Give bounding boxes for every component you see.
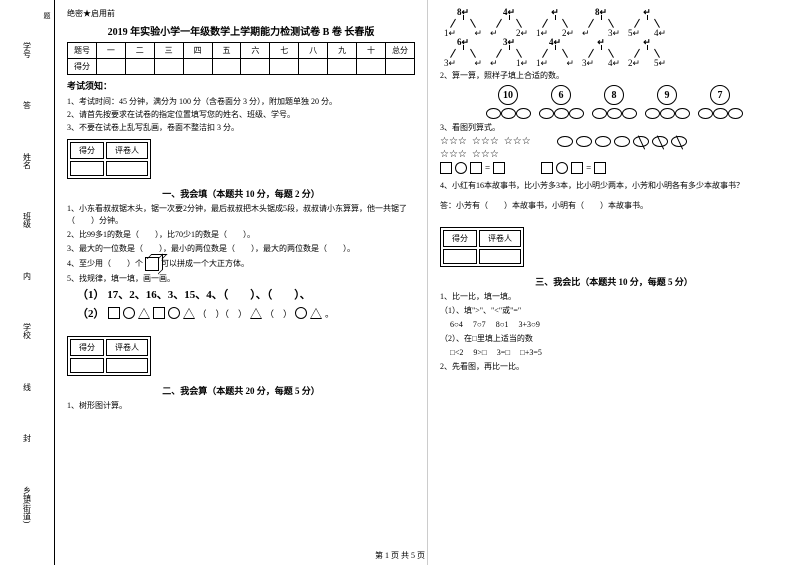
question: 2、算一算，照样子填上合适的数。 [440,70,788,82]
tree-diagram: 6↵3↵↵ [442,38,484,68]
question: 1、比一比，填一填。 [440,291,788,303]
tree-diagram: 3↵↵1↵ [488,38,530,68]
rule-item: 2、请首先按要求在试卷的指定位置填写您的姓名、班级、学号。 [67,109,415,120]
section-1-title: 一、我会填（本题共 10 分，每题 2 分） [67,187,415,200]
square-icon [108,307,120,319]
score-value-row: 得分 [68,59,415,75]
spine-label: 乡镇(街道) [22,486,33,523]
ring-diagram: 10 [486,85,531,119]
triangle-icon [138,308,150,319]
spine-mark: 内 [22,272,33,280]
sequence-2: （2） （ ）（ ） （ ） 。 [67,305,415,321]
spine-label: 姓名 [22,153,33,169]
tree-diagram: ↵5↵4↵ [626,8,668,38]
circle-icon [295,307,307,319]
confidential-mark: 绝密★启用前 [67,8,415,19]
ring-diagram: 7 [698,85,743,119]
question: 4、小红有16本故事书，比小芳多3本，比小明少两本，小芳和小明各有多少本故事书？ [440,180,788,192]
tree-diagrams: 8↵1↵↵4↵↵2↵↵1↵2↵8↵↵3↵↵5↵4↵ 6↵3↵↵3↵↵1↵4↵1↵↵… [440,8,788,68]
exam-page: 题 学号 答 姓名 班级 内 学校 线 封 乡镇(街道) 绝密★启用前 2019… [0,0,800,565]
spine-mark: 线 [22,383,33,391]
ring-diagram: 9 [645,85,690,119]
compare-row: □<2 9>□ 3=□ □+3=5 [440,347,788,359]
tree-diagram: 8↵↵3↵ [580,8,622,38]
question: 1、树形图计算。 [67,400,415,412]
spine-mark: 封 [22,434,33,442]
right-column: 8↵1↵↵4↵↵2↵↵1↵2↵8↵↵3↵↵5↵4↵ 6↵3↵↵3↵↵1↵4↵1↵↵… [428,0,800,565]
spine-label: 学校 [22,323,33,339]
star-diagram-2: ☆☆☆ ☆☆☆ [440,149,788,160]
sub-question: （1）、填">"、"<"或"=" [440,305,788,317]
rule-item: 1、考试时间：45 分钟，满分为 100 分（含卷面分 3 分），附加题单独 2… [67,96,415,107]
spine-mark: 答 [22,101,33,109]
tree-diagram: ↵3↵4↵ [580,38,622,68]
triangle-icon [310,308,322,319]
section-2-title: 二、我会算（本题共 20 分，每题 5 分） [67,384,415,397]
cube-icon [145,257,159,271]
question: 2、先看图，再比一比。 [440,361,788,373]
triangle-icon [183,308,195,319]
square-icon [153,307,165,319]
section-3-title: 三、我会比（本题共 10 分，每题 5 分） [440,275,788,288]
star-diagram: ☆☆☆ ☆☆☆ ☆☆☆ [440,136,788,147]
tree-diagram: 4↵↵2↵ [488,8,530,38]
sequence-1: （1） 17、2、16、3、15、4、（ ）、（ ）、 [67,287,415,304]
triangle-icon [250,308,262,319]
question: 3、最大的一位数是（ ），最小的两位数是（ ），最大的两位数是（ ）。 [67,243,415,255]
circle-icon [168,307,180,319]
content-area: 绝密★启用前 2019 年实验小学一年级数学上学期能力检测试卷 B 卷 长春版 … [55,0,800,565]
grade-box: 得分评卷人 [67,139,151,179]
compare-row: 6○4 7○7 8○1 3+3○9 [440,319,788,331]
score-table: 题号一二三四五六七八九十总分 得分 [67,42,415,75]
answer-line: 答：小芳有（ ）本故事书，小明有（ ）本故事书。 [440,200,788,212]
circle-icon [123,307,135,319]
sub-question: （2）、在□里填上适当的数 [440,333,788,345]
left-column: 绝密★启用前 2019 年实验小学一年级数学上学期能力检测试卷 B 卷 长春版 … [55,0,428,565]
grade-box: 得分评卷人 [67,336,151,376]
score-header-row: 题号一二三四五六七八九十总分 [68,43,415,59]
notice-heading: 考试须知： [67,79,415,92]
question: 1、小东看叔叔锯木头，锯一次要2分钟，最后叔叔把木头锯成5段，叔叔请小东算算，他… [67,203,415,227]
question: 3、看图列算式。 [440,122,788,134]
ring-diagram: 8 [592,85,637,119]
binding-spine: 题 学号 答 姓名 班级 内 学校 线 封 乡镇(街道) [0,0,55,565]
spine-label: 班级 [22,212,33,228]
tree-diagram: 8↵1↵↵ [442,8,484,38]
tree-diagram: ↵2↵5↵ [626,38,668,68]
tree-diagram: ↵1↵2↵ [534,8,576,38]
rule-item: 3、不要在试卷上乱写乱画，卷面不整洁扣 3 分。 [67,122,415,133]
grade-box: 得分评卷人 [440,227,524,267]
ring-diagram: 6 [539,85,584,119]
spine-label: 学号 [22,42,33,58]
page-footer: 第 1 页 共 5 页 [0,550,800,561]
question: 2、比99多1的数是（ ），比70少1的数是（ ）。 [67,229,415,241]
question: 4、至少用（ ）个 可以拼成一个大正方体。 [67,257,415,271]
margin-mark: 题 [42,12,52,19]
ring-diagrams: 106897 [440,85,788,119]
exam-title: 2019 年实验小学一年级数学上学期能力检测试卷 B 卷 长春版 [67,23,415,38]
question: 5、找规律，填一填，画一画。 [67,273,415,285]
equation-1: = = [440,162,788,174]
tree-diagram: 4↵1↵↵ [534,38,576,68]
